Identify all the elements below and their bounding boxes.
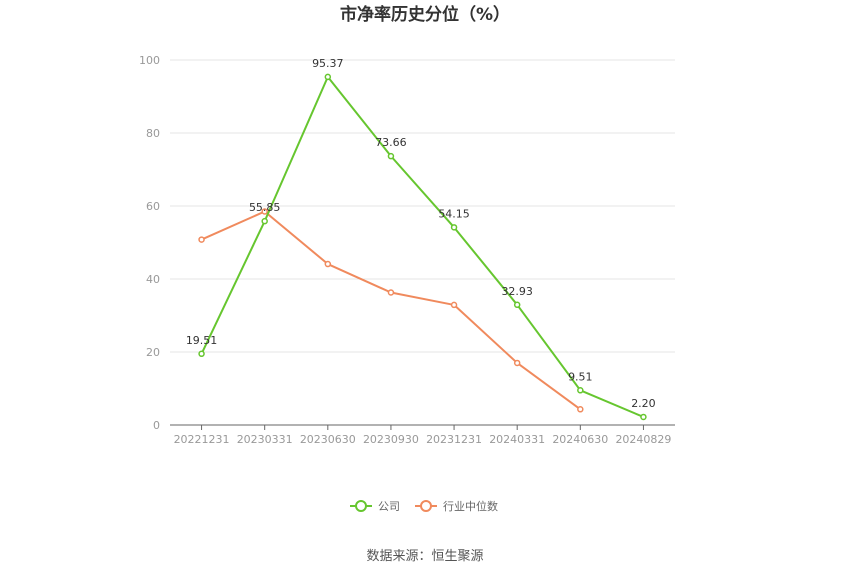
- x-tick-label: 20240331: [489, 433, 545, 446]
- series-line: [200, 75, 644, 418]
- legend-marker: [420, 500, 432, 512]
- y-tick-label: 100: [139, 54, 160, 67]
- y-tick-label: 60: [146, 200, 160, 213]
- data-point: [513, 301, 521, 309]
- legend-item-industry-median: 行业中位数: [415, 499, 498, 513]
- axes: 0 20 40 60 80 100 20221231 20230331 20230630 2023…: [139, 54, 675, 446]
- data-point: [450, 224, 458, 231]
- data-point: [513, 359, 521, 367]
- data-point: [640, 413, 647, 421]
- data-point: [577, 406, 584, 413]
- data-point: [198, 350, 205, 358]
- data-label: 19.51: [186, 334, 218, 347]
- data-label: 95.37: [312, 57, 344, 70]
- grid: [170, 59, 675, 353]
- source-note: 数据来源：恒生聚源: [366, 549, 483, 564]
- y-tick-label: 0: [153, 419, 160, 432]
- series-company: [198, 73, 647, 421]
- y-tick-label: 80: [146, 127, 160, 140]
- series-layer: [198, 73, 647, 421]
- legend-label: 公司: [378, 500, 400, 513]
- data-point: [324, 260, 332, 268]
- data-point: [261, 217, 268, 225]
- data-point: [577, 387, 584, 394]
- data-label: 32.93: [501, 285, 533, 298]
- series-line: [201, 210, 581, 411]
- y-tick-label: 20: [146, 346, 160, 359]
- data-point: [261, 208, 268, 215]
- x-tick-label: 20230630: [300, 433, 356, 446]
- x-tick-label: 20231231: [426, 433, 482, 446]
- data-point: [198, 236, 205, 243]
- legend-marker: [355, 500, 367, 512]
- data-label: 55.85: [249, 201, 281, 214]
- legend-item-company: 公司: [350, 500, 400, 513]
- data-label: 9.51: [568, 370, 593, 383]
- data-label: 2.20: [631, 397, 656, 410]
- data-point: [450, 301, 458, 309]
- y-tick-label: 40: [146, 273, 160, 286]
- legend: 公司 行业中位数: [350, 499, 498, 513]
- data-point: [324, 73, 332, 81]
- x-tick-label: 20221231: [174, 433, 230, 446]
- data-point: [387, 289, 395, 296]
- data-labels: 19.51 55.85 95.37 73.66 54.15 32.93 9.51 2.20: [186, 57, 656, 410]
- data-label: 73.66: [375, 136, 407, 149]
- x-tick-label: 20240829: [615, 433, 671, 446]
- data-label: 54.15: [438, 207, 470, 220]
- legend-label: 行业中位数: [443, 499, 498, 513]
- x-tick-label: 20240630: [552, 433, 608, 446]
- series-industry-median: [198, 208, 584, 413]
- chart-title: 市净率历史分位（%）: [340, 4, 510, 25]
- x-tick-label: 20230331: [237, 433, 293, 446]
- x-tick-label: 20230930: [363, 433, 419, 446]
- data-point: [387, 152, 395, 160]
